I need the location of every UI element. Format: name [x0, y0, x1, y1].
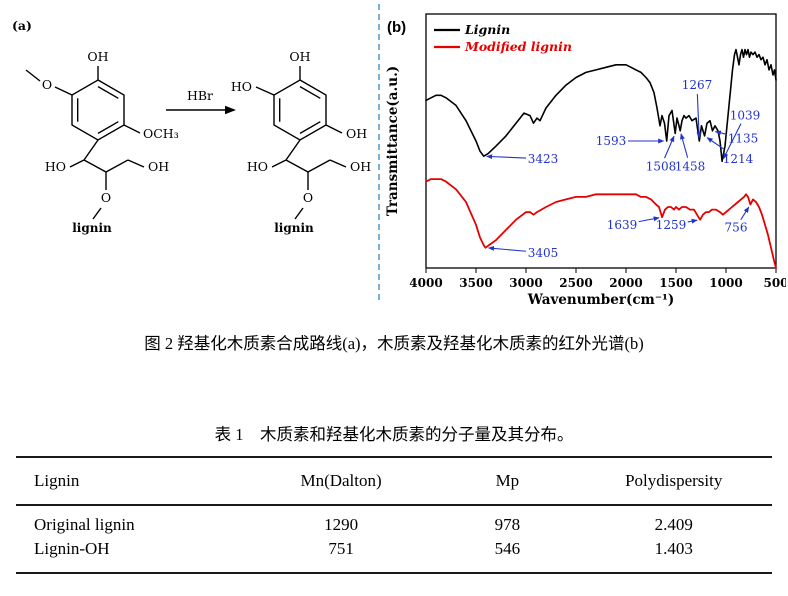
- panel-a-label: (a): [12, 18, 32, 33]
- chain-hydroxyl-label: HO: [45, 159, 66, 174]
- col-header-polydispersity: Polydispersity: [625, 471, 723, 490]
- cell-sample-name: Lignin-OH: [34, 539, 110, 558]
- panel-divider: [378, 4, 380, 300]
- ftir-chart: (b) 4000 3500 3000 2500 2000 1500 1000 500 Waven…: [385, 13, 788, 308]
- chain-hydroxyl-label: OH: [148, 159, 169, 174]
- figure-caption: 图 2 羟基化木质素合成路线(a)，木质素及羟基化木质素的红外光谱(b): [144, 334, 644, 353]
- cell-polydispersity: 2.409: [654, 515, 693, 534]
- x-tick-label: 3000: [509, 276, 542, 290]
- table-row: Lignin-OH 751 546 1.403: [16, 537, 772, 573]
- series-line-modified-lignin: [425, 178, 777, 269]
- col-header-lignin: Lignin: [34, 471, 80, 490]
- legend-label: Lignin: [464, 22, 510, 37]
- peak-annotation: 3423: [528, 152, 559, 166]
- peak-annotation: 1135: [728, 131, 759, 145]
- x-tick-label: 3500: [459, 276, 492, 290]
- peak-annotation: 1458: [675, 159, 706, 173]
- panel-b-label: (b): [387, 19, 406, 36]
- peak-annotation: 1039: [730, 109, 761, 123]
- chain-hydroxyl-label: HO: [247, 159, 268, 174]
- table-row: Original lignin 1290 978 2.409: [16, 505, 772, 537]
- hydroxyl-label: OH: [87, 49, 108, 64]
- x-axis-label: Wavenumber(cm⁻¹): [527, 292, 675, 308]
- annotation-arrow: [706, 137, 725, 150]
- series-line-lignin: [425, 48, 777, 163]
- annotation-arrow: [664, 135, 675, 159]
- methoxy-oxygen-label: O: [42, 77, 52, 92]
- cell-mn: 751: [328, 539, 354, 558]
- annotation-arrow: [722, 123, 742, 160]
- annotation-arrow: [680, 133, 689, 158]
- peak-annotation: 1214: [723, 152, 754, 166]
- peak-annotation: 756: [725, 220, 748, 234]
- hydroxyl-label: OH: [289, 49, 310, 64]
- peak-annotation: 1508: [646, 159, 677, 173]
- figure-panel-b: (b) 4000 3500 3000 2500 2000 1500 1000 500 Waven…: [384, 6, 788, 312]
- chain-hydroxyl-label: OH: [350, 159, 371, 174]
- annotation-arrow: [696, 94, 702, 139]
- hydroxyl-label: OH: [346, 126, 367, 141]
- x-tick-label: 2000: [609, 276, 642, 290]
- peak-annotation: 3405: [528, 246, 559, 260]
- legend-label: Modified lignin: [464, 39, 572, 54]
- left-molecule: OH O OCH₃ HO OH O lignin: [25, 49, 179, 235]
- ether-oxygen-label: O: [101, 190, 111, 205]
- molecular-weight-table: Lignin Mn(Dalton) Mp Polydispersity Orig…: [16, 456, 772, 574]
- table-header-row: Lignin Mn(Dalton) Mp Polydispersity: [16, 457, 772, 505]
- reaction-scheme: (a) OH O OCH₃ HO OH: [12, 18, 371, 235]
- cell-polydispersity: 1.403: [654, 539, 693, 558]
- ether-oxygen-label: O: [303, 190, 313, 205]
- x-tick-label: 2500: [559, 276, 592, 290]
- annotation-arrow: [486, 154, 527, 160]
- annotation-arrow: [714, 130, 727, 136]
- annotation-arrow: [487, 245, 527, 252]
- cell-sample-name: Original lignin: [34, 515, 135, 534]
- x-tick-label: 500: [763, 276, 786, 290]
- peak-annotation: 1593: [596, 134, 627, 148]
- peak-annotation: 1259: [656, 218, 687, 232]
- y-axis-label: Transmittance(a.u.): [385, 66, 401, 216]
- table-title: 表 1 木质素和羟基化木质素的分子量及其分布。: [214, 425, 574, 444]
- data-table: Lignin Mn(Dalton) Mp Polydispersity Orig…: [16, 456, 772, 574]
- annotation-arrow: [740, 206, 750, 221]
- annotation-arrow: [638, 216, 660, 223]
- peak-annotation: 1639: [607, 218, 638, 232]
- x-tick-label: 1000: [709, 276, 742, 290]
- annotation-arrow: [687, 218, 698, 224]
- col-header-mn: Mn(Dalton): [300, 471, 382, 490]
- methoxy-label: OCH₃: [143, 126, 179, 141]
- cell-mn: 1290: [324, 515, 359, 534]
- cell-mp: 546: [494, 539, 521, 558]
- x-tick-label: 1500: [659, 276, 692, 290]
- plot-border: [425, 13, 777, 269]
- lignin-label: lignin: [72, 221, 112, 235]
- reagent-label: HBr: [187, 88, 213, 103]
- figure-panel-a: (a) OH O OCH₃ HO OH: [0, 0, 378, 312]
- col-header-mp: Mp: [495, 471, 520, 490]
- hydroxyl-label: HO: [231, 79, 252, 94]
- cell-mp: 978: [494, 515, 521, 534]
- x-tick-label: 4000: [409, 276, 442, 290]
- right-molecule: OH HO OH HO OH O lignin: [231, 49, 371, 235]
- lignin-label: lignin: [274, 221, 314, 235]
- reaction-arrow: HBr: [166, 88, 236, 115]
- arrowhead: [225, 105, 236, 115]
- peak-annotation: 1267: [682, 78, 713, 92]
